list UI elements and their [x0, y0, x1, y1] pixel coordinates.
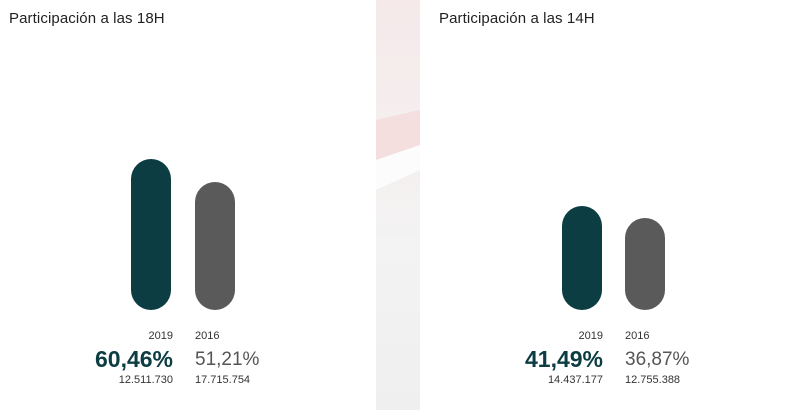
value-label-2016: 51,21%	[195, 349, 260, 370]
count-label-2019: 14.437.177	[547, 374, 603, 386]
count-label-2016: 12.755.388	[625, 374, 681, 386]
bar-2016	[195, 182, 235, 310]
chart-title: Participación a las 18H	[9, 10, 165, 27]
bar-2016	[625, 218, 665, 310]
value-label-2019: 41,49%	[524, 346, 603, 372]
year-label-2016: 2016	[625, 330, 650, 342]
count-label-2016: 17.715.754	[195, 374, 251, 386]
value-label-2019: 60,46%	[94, 346, 173, 372]
bar-2019	[562, 206, 602, 310]
value-label-2016: 36,87%	[625, 349, 690, 370]
chart-title: Participación a las 14H	[439, 10, 595, 27]
year-label-2016: 2016	[195, 330, 220, 342]
panel-gap	[376, 0, 420, 410]
chart-panel-18h: Participación a las 18H 2019 2016 60,46%…	[0, 0, 376, 410]
year-label-2019: 2019	[578, 330, 603, 342]
year-label-2019: 2019	[148, 330, 173, 342]
count-label-2019: 12.511.730	[118, 374, 173, 386]
chart-panel-14h: Participación a las 14H 2019 2016 41,49%…	[420, 0, 806, 410]
bar-2019	[131, 159, 171, 310]
decorative-arrow-shape	[376, 110, 420, 190]
